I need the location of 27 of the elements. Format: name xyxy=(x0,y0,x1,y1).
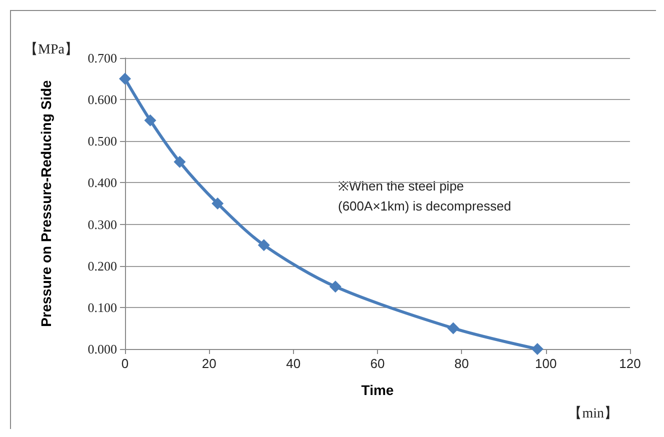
y-tick-label: 0.400 xyxy=(88,175,117,190)
point xyxy=(212,198,224,210)
point xyxy=(119,72,131,85)
y-tick-label: 0.700 xyxy=(88,50,117,66)
y-tick-label: 0.000 xyxy=(88,342,117,356)
y-axis-title: Pressure on Pressure-Reducing Side xyxy=(38,80,54,327)
text: 【min】 xyxy=(568,406,618,422)
y-tick-label: 0.500 xyxy=(88,134,117,149)
point xyxy=(174,156,186,168)
x-axis-title: Time xyxy=(361,382,394,398)
x-tick-label: 80 xyxy=(454,356,469,371)
x-tick-label: 0 xyxy=(121,356,129,371)
y-tick-label: 0.300 xyxy=(88,216,117,232)
y-tick-label: 0.200 xyxy=(88,258,117,274)
text: 【MPa】 xyxy=(24,42,78,58)
point xyxy=(329,280,342,293)
point xyxy=(258,239,270,252)
x-tick-label: 40 xyxy=(286,356,301,371)
x-tick-label: 100 xyxy=(534,356,557,371)
x-tick-label: 120 xyxy=(619,356,641,371)
point xyxy=(144,114,156,126)
y-tick-label: 0.600 xyxy=(88,92,117,108)
point xyxy=(447,322,460,334)
y-tick-label: 0.100 xyxy=(88,300,117,315)
point xyxy=(531,343,544,355)
x-tick-label: 60 xyxy=(370,356,385,371)
x-tick-label: 20 xyxy=(202,356,216,371)
